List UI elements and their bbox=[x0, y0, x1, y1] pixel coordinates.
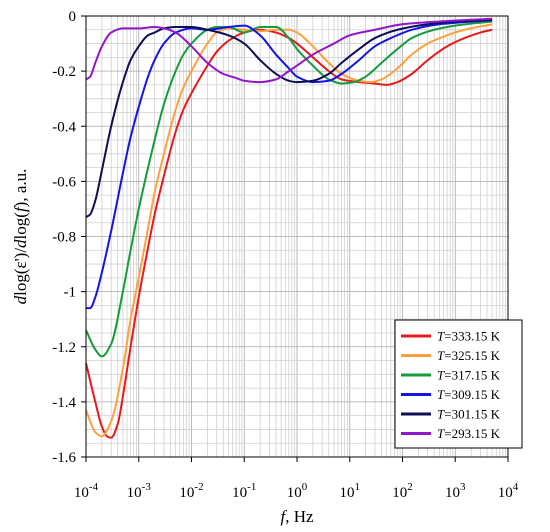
legend-label: T=333.15 K bbox=[437, 329, 501, 344]
legend-box bbox=[394, 319, 523, 449]
y-tick-label: -1.6 bbox=[52, 450, 76, 466]
x-tick-exponent: 0 bbox=[302, 481, 308, 493]
x-tick-label: 10-1 bbox=[232, 481, 256, 501]
y-axis-title: dlog(ε')/dlog(f), a.u. bbox=[11, 169, 30, 305]
legend-label-text: =309.15 K bbox=[444, 387, 500, 402]
x-tick-exponent: -3 bbox=[142, 481, 152, 493]
x-tick-label: 100 bbox=[287, 481, 308, 501]
series-line bbox=[86, 19, 493, 310]
x-tick-exponent: -4 bbox=[89, 481, 99, 493]
y-tick-label: -1.4 bbox=[52, 395, 76, 411]
x-tick-label: 10-4 bbox=[74, 481, 99, 501]
legend-label: T=317.15 K bbox=[437, 368, 501, 383]
legend-label: T=301.15 K bbox=[437, 407, 501, 422]
y-axis-part-a: d bbox=[11, 295, 30, 304]
legend-label: T=325.15 K bbox=[437, 348, 501, 363]
x-tick-label: 104 bbox=[498, 481, 519, 501]
series-line bbox=[85, 17, 493, 84]
y-tick-label: -0.6 bbox=[52, 174, 76, 190]
x-tick-exponent: 3 bbox=[460, 481, 466, 493]
x-tick-base: 10 bbox=[232, 485, 247, 501]
x-tick-exponent: 1 bbox=[355, 481, 361, 493]
x-axis-unit: , Hz bbox=[285, 507, 314, 526]
x-tick-label: 102 bbox=[392, 481, 413, 501]
y-tick-label: -0.8 bbox=[52, 230, 76, 246]
legend-label-text: =317.15 K bbox=[444, 368, 500, 383]
legend-label-var: T bbox=[437, 387, 445, 402]
x-tick-base: 10 bbox=[445, 485, 460, 501]
x-tick-base: 10 bbox=[74, 485, 89, 501]
y-tick-labels: 0 -0.2 -0.4 -0.6 -0.8 -1 -1.2 -1.4 -1.6 bbox=[52, 9, 76, 466]
x-tick-label: 101 bbox=[340, 481, 361, 501]
legend-label-var: T bbox=[437, 426, 445, 441]
legend-label-var: T bbox=[437, 407, 445, 422]
y-tick-label: -1.2 bbox=[52, 340, 76, 356]
x-axis-var: f bbox=[280, 507, 287, 526]
x-tick-exponent: 2 bbox=[407, 481, 413, 493]
legend-label-var: T bbox=[437, 329, 445, 344]
y-tick-label: -1 bbox=[64, 285, 77, 301]
x-tick-label: 103 bbox=[445, 481, 466, 501]
legend-label-text: =333.15 K bbox=[444, 329, 500, 344]
y-axis-part-d: log( bbox=[11, 212, 30, 240]
legend-label-text: =293.15 K bbox=[444, 426, 500, 441]
x-tick-exponent: -2 bbox=[194, 481, 203, 493]
legend: T=333.15 KT=325.15 KT=317.15 KT=309.15 K… bbox=[394, 319, 523, 449]
legend-label: T=309.15 K bbox=[437, 387, 501, 402]
series-line bbox=[85, 20, 493, 358]
x-tick-base: 10 bbox=[287, 485, 302, 501]
x-tick-base: 10 bbox=[498, 485, 513, 501]
grid-lines bbox=[85, 15, 509, 458]
x-axis-title: f, Hz bbox=[280, 507, 314, 526]
x-tick-exponent: -1 bbox=[247, 481, 256, 493]
series-lines bbox=[85, 17, 493, 439]
y-axis-part-c: d bbox=[11, 239, 30, 248]
axis-ticks bbox=[81, 15, 509, 462]
x-tick-exponent: 4 bbox=[513, 481, 519, 493]
y-axis-part-e: f bbox=[11, 205, 30, 212]
legend-label-text: =325.15 K bbox=[444, 348, 500, 363]
x-tick-base: 10 bbox=[179, 485, 194, 501]
x-tick-label: 10-2 bbox=[179, 481, 203, 501]
legend-label-var: T bbox=[437, 368, 445, 383]
y-tick-label: -0.2 bbox=[52, 64, 76, 80]
series-line bbox=[85, 28, 493, 439]
legend-label-text: =301.15 K bbox=[444, 407, 500, 422]
legend-label-var: T bbox=[437, 348, 445, 363]
y-tick-label: -0.4 bbox=[52, 119, 76, 135]
series-line bbox=[85, 23, 493, 438]
x-tick-base: 10 bbox=[127, 485, 142, 501]
y-tick-label: 0 bbox=[69, 9, 77, 25]
x-tick-label: 10-3 bbox=[127, 481, 152, 501]
x-tick-base: 10 bbox=[340, 485, 355, 501]
legend-label: T=293.15 K bbox=[437, 426, 501, 441]
x-tick-base: 10 bbox=[392, 485, 407, 501]
y-axis-part-f: ), a.u. bbox=[11, 169, 30, 208]
series-line bbox=[85, 19, 493, 219]
y-axis-part-b: log(ε')/ bbox=[11, 248, 30, 296]
x-tick-labels: 10-4 10-3 10-2 10-1 100 101 102 103 104 bbox=[74, 481, 519, 501]
